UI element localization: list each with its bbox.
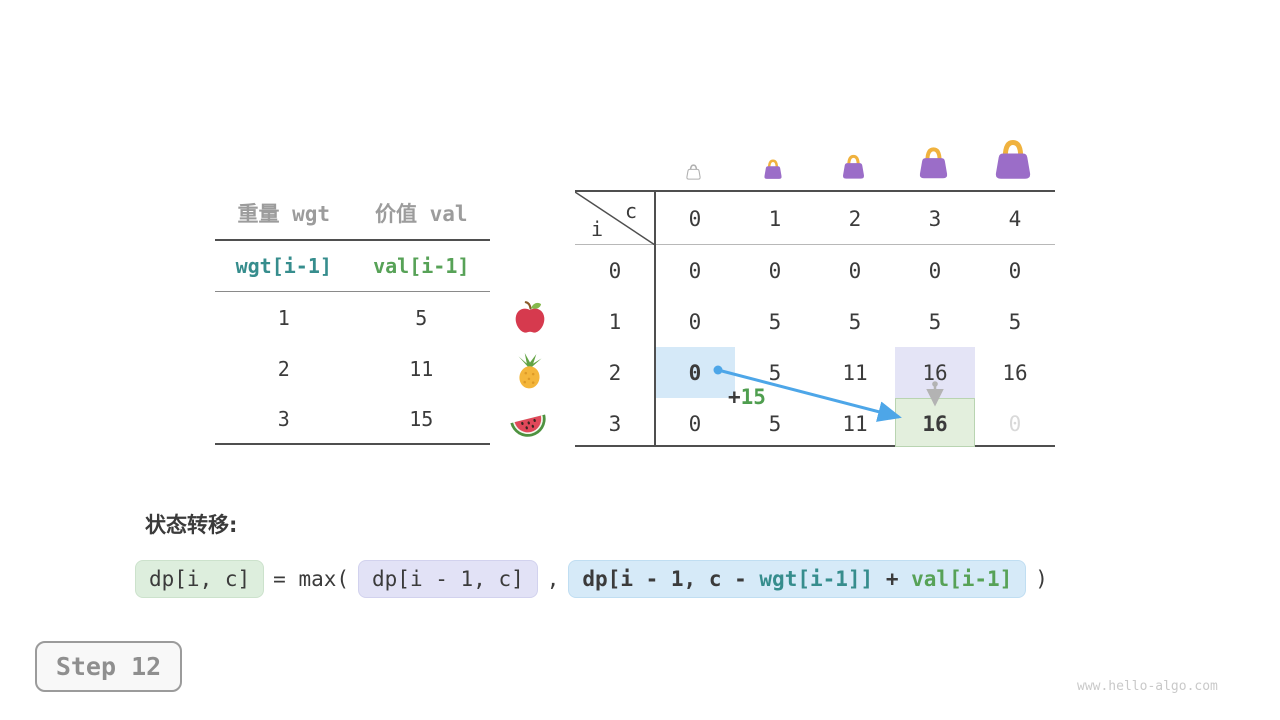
item-weight: 3 xyxy=(277,406,290,431)
dp-col-header: 2 xyxy=(848,206,862,231)
dp-table: c i 0 1 2 3 4 0 0 0 0 0 0 1 0 5 5 5 5 2 … xyxy=(575,190,1055,447)
dp-row: 0 0 0 0 0 0 xyxy=(575,245,1055,296)
empty-bag-icon xyxy=(685,163,702,184)
dp-col-header: 1 xyxy=(768,206,782,231)
dp-cell: 0 xyxy=(768,258,782,283)
formula-wgt-part: wgt[i-1]] xyxy=(759,567,874,591)
dp-cell: 0 xyxy=(688,411,702,436)
dp-header-row: c i 0 1 2 3 4 xyxy=(575,192,1055,245)
formula-dp-part: dp[i - 1, c - xyxy=(582,567,760,591)
val-index-label: val[i-1] xyxy=(373,254,470,278)
formula-close-paren: ) xyxy=(1035,567,1048,591)
corner-col-var: c xyxy=(624,199,637,223)
dp-cell-pending: 0 xyxy=(1008,411,1022,436)
bag-icon xyxy=(991,137,1035,185)
plus-sign: + xyxy=(728,385,741,409)
bag-icon xyxy=(762,158,784,184)
item-value: 5 xyxy=(415,305,428,330)
dp-row: 1 0 5 5 5 5 xyxy=(575,296,1055,347)
watermelon-icon xyxy=(508,405,546,443)
item-weight: 1 xyxy=(277,305,290,330)
weight-header: 重量 wgt xyxy=(237,201,331,226)
dp-cell-result: 16 xyxy=(922,411,948,436)
dp-cell: 0 xyxy=(928,258,942,283)
dp-cell: 5 xyxy=(848,309,862,334)
wgt-index-label: wgt[i-1] xyxy=(235,254,332,278)
item-value: 11 xyxy=(409,356,434,381)
item-weight: 2 xyxy=(277,356,290,381)
items-table-index-row: wgt[i-1] val[i-1] xyxy=(215,241,490,292)
pineapple-icon xyxy=(511,352,549,390)
items-table-header: 重量 wgt 价值 val xyxy=(215,186,490,241)
formula-equals-max: = max( xyxy=(273,567,350,591)
dp-row-header: 1 xyxy=(608,309,622,334)
step-badge: Step 12 xyxy=(35,641,182,692)
dp-table-divider xyxy=(654,192,656,445)
dp-col-header: 3 xyxy=(928,206,942,231)
dp-row-header: 2 xyxy=(608,360,622,385)
dp-cell: 5 xyxy=(768,309,782,334)
gain-value: 15 xyxy=(740,385,766,409)
formula-take-chip: dp[i - 1, c - wgt[i-1]] + val[i-1] xyxy=(568,560,1027,598)
dp-cell: 5 xyxy=(1008,309,1022,334)
bag-icon xyxy=(840,153,867,184)
formula-val-part: val[i-1] xyxy=(911,567,1013,591)
dp-cell-above: 16 xyxy=(922,360,948,385)
item-row: 1 5 xyxy=(215,292,490,343)
dp-corner-cell: c i xyxy=(575,192,655,245)
state-transition-label: 状态转移: xyxy=(145,513,238,537)
dp-row: 3 0 5 11 16 0 xyxy=(575,398,1055,449)
formula-plus-part: + xyxy=(873,567,912,591)
dp-cell: 11 xyxy=(842,411,868,436)
formula-lhs-chip: dp[i, c] xyxy=(135,560,265,598)
formula-keep-chip: dp[i - 1, c] xyxy=(358,560,538,598)
dp-row-header: 3 xyxy=(608,411,622,436)
dp-row-header: 0 xyxy=(608,258,622,283)
bag-icon xyxy=(916,145,951,184)
dp-cell: 0 xyxy=(688,309,702,334)
watermark: www.hello-algo.com xyxy=(1077,679,1218,694)
value-header: 价值 val xyxy=(374,201,468,226)
item-row: 3 15 xyxy=(215,394,490,445)
formula-separator: , xyxy=(546,567,560,591)
dp-col-header: 4 xyxy=(1008,206,1022,231)
dp-cell: 0 xyxy=(1008,258,1022,283)
corner-row-var: i xyxy=(591,217,604,241)
apple-icon xyxy=(511,299,549,337)
dp-cell: 5 xyxy=(928,309,942,334)
dp-row: 2 0 5 11 16 16 xyxy=(575,347,1055,398)
dp-cell: 11 xyxy=(842,360,868,385)
items-table: 重量 wgt 价值 val wgt[i-1] val[i-1] 1 5 2 11… xyxy=(215,186,490,445)
state-transition-formula: dp[i, c] = max( dp[i - 1, c] , dp[i - 1,… xyxy=(135,560,1048,598)
dp-cell: 16 xyxy=(1002,360,1028,385)
item-value: 15 xyxy=(409,406,434,431)
value-gain-annotation: +15 xyxy=(728,385,766,409)
dp-cell: 0 xyxy=(688,258,702,283)
dp-cell-source: 0 xyxy=(688,360,702,385)
item-row: 2 11 xyxy=(215,343,490,394)
dp-col-header: 0 xyxy=(688,206,702,231)
dp-cell: 0 xyxy=(848,258,862,283)
